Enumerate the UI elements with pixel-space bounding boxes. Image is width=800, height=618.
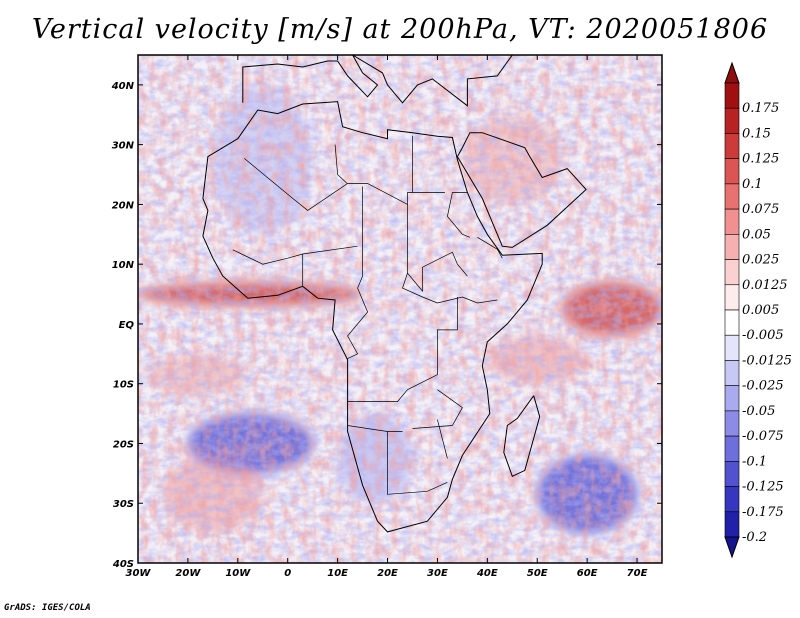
colorbar-swatch [724,385,740,412]
x-tick-label: 20E [377,568,398,579]
country-border [334,144,348,184]
x-tick-label: 60E [577,568,598,579]
y-tick-label: 10S [113,380,134,391]
velocity-field [138,55,662,563]
country-border [232,245,358,265]
colorbar-swatch [724,183,740,210]
x-tick-label: 40E [476,568,498,579]
colorbar-label: 0.175 [742,101,779,116]
y-tick-label: 30N [112,141,135,152]
x-axis: 30W 20W 10W 0 10E 20E 30E 40E 50E 60E 70E [126,55,648,579]
colorbar-swatch [724,360,740,386]
country-border [347,425,403,432]
colorbar-swatch [724,259,740,286]
y-tick-label: 20N [112,200,135,211]
madagascar-coastline [503,395,541,477]
country-border [402,204,498,304]
y-tick-label: EQ [119,320,135,331]
colorbar-swatch [724,133,740,159]
colorbar: 0.175 0.15 0.125 0.1 0.075 0.05 0.025 0.0125 0.0… [724,61,792,559]
colorbar-top-arrow [724,61,740,84]
y-axis: 40N 30N 20N 10N EQ 10S 20S 30S 40S [111,81,662,570]
colorbar-swatch [724,511,740,538]
colorbar-swatch [724,461,740,487]
colorbar-label: 0.1 [742,177,763,192]
country-border [412,389,463,429]
y-tick-label: 30S [113,499,134,510]
grads-credit: GrADS: IGES/COLA [4,603,91,613]
y-tick-label: 10N [112,260,135,271]
x-tick-label: 0 [284,568,291,579]
colorbar-swatch [724,410,740,437]
colorbar-label: 0.125 [742,152,779,167]
colorbar-swatch [724,234,740,260]
country-border [347,297,458,402]
colorbar-label: -0.005 [742,328,784,343]
chart: 30W 20W 10W 0 10E 20E 30E 40E 50E 60E 70E 40N 30N 20… [111,54,792,579]
africa-coastline [202,101,543,533]
colorbar-label: 0.005 [742,303,779,318]
colorbar-label: 0.15 [742,126,771,141]
country-border [437,419,448,459]
colorbar-label: -0.2 [742,530,767,545]
colorbar-swatch [724,82,740,109]
colorbar-label: -0.125 [742,480,784,495]
colorbar-swatch [724,435,740,462]
colorbar-swatch [724,284,740,311]
colorbar-swatch [724,158,740,185]
colorbar-label: 0.025 [742,253,779,268]
y-tick-label: 40N [111,81,135,92]
y-tick-label: 20S [113,439,134,450]
colorbar-swatch [724,107,740,134]
chart-title: Vertical velocity [m/s] at 200hPa, VT: 2… [31,14,769,45]
mediterranean-north-coast [242,55,513,107]
x-tick-label: 10E [327,568,348,579]
x-tick-label: 20W [175,568,201,579]
country-border [244,158,445,211]
country-border [347,186,369,359]
colorbar-label: -0.05 [742,404,775,419]
colorbar-swatch [724,334,740,361]
x-tick-label: 70E [627,568,648,579]
colorbar-label: -0.025 [742,379,784,394]
country-boundaries [202,55,587,533]
x-tick-label: 30E [427,568,448,579]
colorbar-label: 0.0125 [742,278,788,293]
country-border [447,192,471,238]
colorbar-label: -0.075 [742,429,784,444]
country-border [407,251,468,293]
colorbar-bottom-arrow [724,536,740,559]
colorbar-label: 0.05 [742,227,771,242]
y-tick-label: 40S [112,559,134,570]
country-border [387,431,448,495]
colorbar-label: -0.1 [742,454,767,469]
plot-frame [137,54,663,564]
country-border [477,236,503,259]
x-tick-label: 30W [126,568,152,579]
colorbar-swatch [724,309,740,336]
colorbar-swatch [724,486,740,513]
colorbar-label: -0.0125 [742,353,792,368]
colorbar-label: -0.175 [742,505,784,520]
x-tick-label: 50E [527,568,548,579]
x-tick-label: 10W [225,568,251,579]
colorbar-swatch [724,208,740,235]
arabia-coastline [456,132,587,248]
colorbar-label: 0.075 [742,202,779,217]
